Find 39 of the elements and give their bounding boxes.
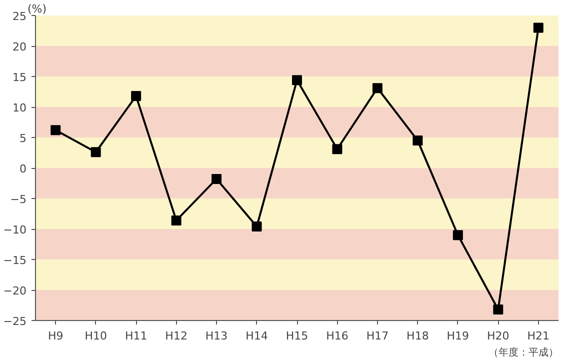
point [50,125,61,136]
point [452,230,463,240]
point [252,222,262,232]
y-axis-title: (%) [28,2,47,16]
x-tick-label: H14 [246,330,268,342]
y-tick-label: 10 [12,102,27,114]
y-tick-label: 0 [20,162,26,176]
y-tick-label: −20 [3,284,27,298]
point [131,91,142,102]
point [533,22,544,33]
point [171,215,182,226]
x-tick-label: H15 [286,330,308,342]
x-tick-label: H16 [326,330,348,342]
y-tick-label: −15 [3,254,27,267]
y-tick-label: 15 [12,71,27,84]
x-tick-label: H18 [406,330,429,342]
point [90,147,101,158]
x-tick-label: H9 [48,330,64,342]
x-tick-label: H10 [84,330,107,342]
y-tick-label: −25 [3,315,27,328]
y-tick-label: 20 [12,40,27,54]
x-tick-label: H17 [366,330,389,342]
text: （年度：平成） [488,346,558,358]
y-tick-label: −10 [3,224,27,236]
y-tick-label: 25 [12,10,27,23]
point [212,174,222,184]
x-tick-label: H13 [205,330,228,342]
y-tick-label: 5 [20,132,26,145]
x-tick-label: H19 [446,330,470,342]
point [412,136,423,146]
point [372,83,382,94]
x-tick-label: H11 [124,330,148,342]
point [332,144,342,154]
point [493,304,504,315]
point [292,75,302,86]
x-tick-label: H12 [165,330,188,342]
x-tick-label: H21 [527,330,550,342]
y-tick-label: −5 [10,193,27,206]
x-tick-label: H20 [487,330,510,342]
